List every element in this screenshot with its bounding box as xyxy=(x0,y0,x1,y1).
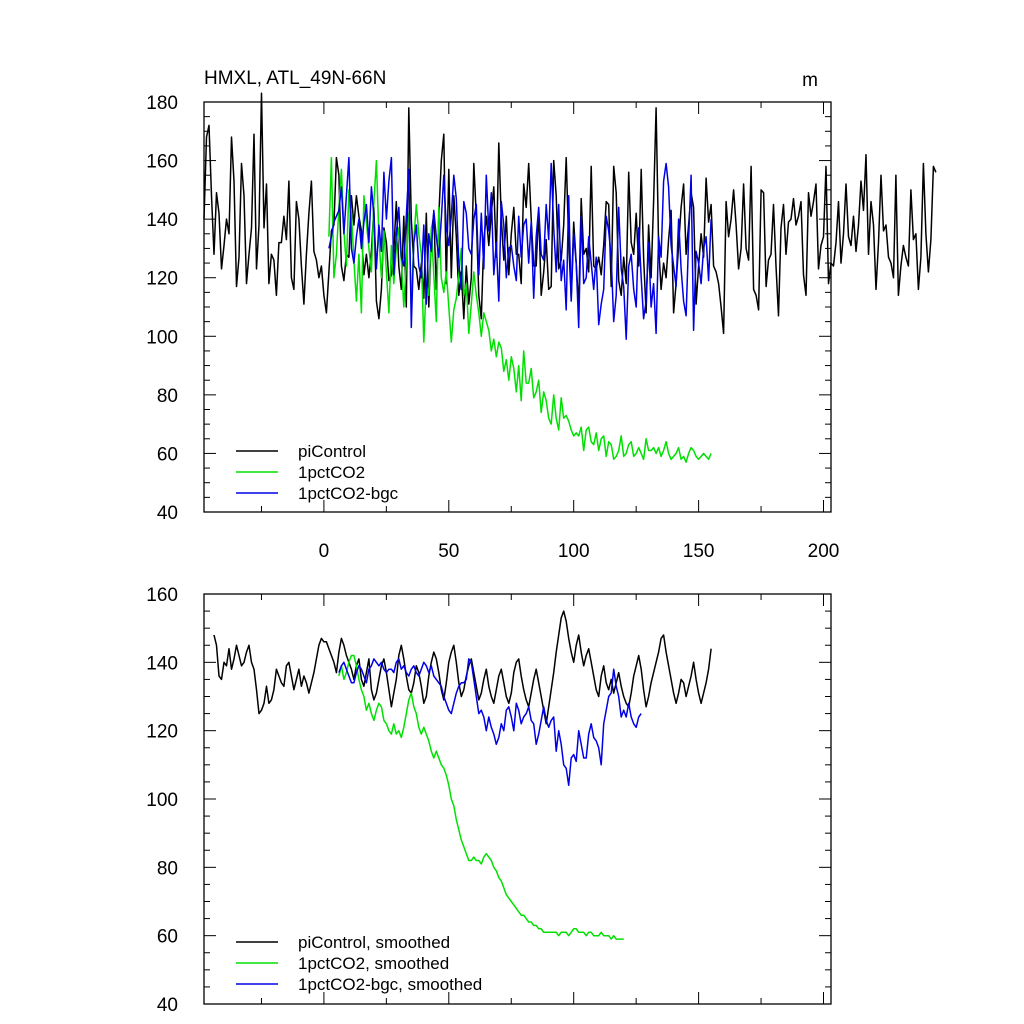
top-ticks-layer: 40 60 80 100 120 140 160 180 0 50 100 150 200 xyxy=(146,93,839,562)
top-ytick-label: 180 xyxy=(146,93,178,114)
bottom-ticks-layer: 40 60 80 100 120 140 160 xyxy=(146,585,831,1016)
top-ytick-label: 160 xyxy=(146,152,178,173)
bottom-series-1pctco2-bgc-smoothed xyxy=(338,658,642,787)
bottom-series-layer xyxy=(213,610,712,940)
top-panel-units: m xyxy=(802,70,818,91)
top-xtick-label: 100 xyxy=(558,541,590,562)
top-xtick-label: 150 xyxy=(683,541,715,562)
top-series-1pctco2-bgc xyxy=(328,156,712,340)
top-ytick-label: 40 xyxy=(157,503,178,524)
bottom-ytick-label: 160 xyxy=(146,585,178,606)
top-series-1pctco2 xyxy=(328,156,712,463)
top-legend: piControl 1pctCO2 1pctCO2-bgc xyxy=(236,442,399,503)
top-xtick-label: 200 xyxy=(808,541,840,562)
legend-label-1pctco2-bgc-smoothed: 1pctCO2-bgc, smoothed xyxy=(298,975,482,994)
bottom-ytick-label: 100 xyxy=(146,790,178,811)
top-panel-title: HMXL, ATL_49N-66N xyxy=(204,68,386,89)
bottom-ytick-label: 40 xyxy=(157,995,178,1016)
top-series-layer xyxy=(203,92,937,463)
bottom-legend: piControl, smoothed 1pctCO2, smoothed 1p… xyxy=(236,933,482,994)
bottom-ytick-label: 120 xyxy=(146,722,178,743)
bottom-series-1pctco2-smoothed xyxy=(338,654,624,940)
top-ytick-label: 100 xyxy=(146,327,178,348)
legend-label-picontrol-smoothed: piControl, smoothed xyxy=(298,933,450,952)
bottom-panel: 40 60 80 100 120 140 160 piControl, smoothed 1… xyxy=(146,585,832,1016)
bottom-series-picontrol-smoothed xyxy=(213,610,712,725)
legend-label-1pctco2-smoothed: 1pctCO2, smoothed xyxy=(298,954,449,973)
top-xtick-label: 0 xyxy=(319,541,330,562)
bottom-ytick-label: 80 xyxy=(157,858,178,879)
legend-label-1pctco2: 1pctCO2 xyxy=(298,463,365,482)
bottom-ytick-label: 60 xyxy=(157,927,178,948)
top-ytick-label: 60 xyxy=(157,444,178,465)
legend-label-1pctco2-bgc: 1pctCO2-bgc xyxy=(298,484,399,503)
top-series-picontrol xyxy=(203,92,937,335)
top-xtick-label: 50 xyxy=(438,541,459,562)
top-ytick-label: 80 xyxy=(157,386,178,407)
top-ytick-label: 140 xyxy=(146,210,178,231)
legend-label-picontrol: piControl xyxy=(298,442,366,461)
top-panel: HMXL, ATL_49N-66N m 40 60 80 100 120 140 160 18… xyxy=(146,68,937,562)
top-ytick-label: 120 xyxy=(146,269,178,290)
bottom-ytick-label: 140 xyxy=(146,653,178,674)
